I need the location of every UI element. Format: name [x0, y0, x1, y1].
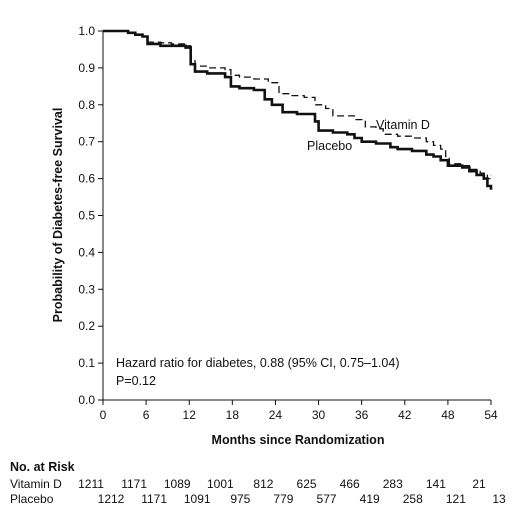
at-risk-title: No. at Risk [10, 460, 75, 474]
y-tick-label: 0.4 [78, 245, 95, 259]
at-risk-value: 975 [230, 492, 250, 506]
at-risk-label-placebo: Placebo [10, 492, 54, 506]
at-risk-value: 1171 [141, 492, 167, 506]
x-axis-title: Months since Randomization [212, 433, 385, 447]
at-risk-value: 1211 [78, 477, 104, 491]
y-tick-label: 0.8 [78, 98, 95, 112]
at-risk-value: 812 [253, 477, 273, 491]
x-tick-label: 12 [183, 408, 197, 422]
y-axis-ticks: 0.0 0.1 0.2 0.3 0.4 0.5 0.6 0.7 0.8 0.9 1.0 [78, 24, 103, 407]
y-tick-label: 0.3 [78, 282, 95, 296]
series-label-placebo: Placebo [307, 139, 352, 153]
p-value-annotation: P=0.12 [116, 374, 156, 388]
y-tick-label: 0.1 [78, 356, 95, 370]
at-risk-value: 13 [492, 492, 506, 506]
y-tick-label: 0.5 [78, 209, 95, 223]
at-risk-value: 625 [297, 477, 317, 491]
x-tick-label: 42 [398, 408, 412, 422]
at-risk-value: 121 [446, 492, 466, 506]
series-curve-vitamin-d [103, 30, 492, 180]
at-risk-value: 1212 [98, 492, 125, 506]
x-tick-label: 24 [269, 408, 283, 422]
y-tick-label: 0.9 [78, 61, 95, 75]
x-tick-label: 0 [100, 408, 107, 422]
at-risk-label-vitamin-d: Vitamin D [10, 477, 62, 491]
x-axis-ticks: 0 6 12 18 24 30 36 42 48 54 [100, 400, 498, 422]
y-tick-label: 0.6 [78, 172, 95, 186]
at-risk-value: 21 [472, 477, 486, 491]
at-risk-value: 141 [426, 477, 446, 491]
at-risk-value: 258 [403, 492, 423, 506]
y-axis-title: Probability of Diabetes-free Survival [51, 108, 65, 323]
at-risk-value: 577 [317, 492, 337, 506]
x-tick-label: 48 [441, 408, 455, 422]
series-curve-placebo [103, 29, 493, 190]
x-tick-label: 36 [355, 408, 369, 422]
at-risk-value: 466 [340, 477, 360, 491]
series-label-vitamin-d: Vitamin D [376, 118, 430, 132]
x-tick-label: 54 [484, 408, 498, 422]
at-risk-value: 419 [360, 492, 380, 506]
y-tick-label: 1.0 [78, 24, 95, 38]
at-risk-value: 1091 [184, 492, 211, 506]
survival-curves [103, 29, 493, 190]
at-risk-value: 779 [273, 492, 293, 506]
y-tick-label: 0.0 [78, 393, 95, 407]
hazard-ratio-annotation: Hazard ratio for diabetes, 0.88 (95% CI,… [116, 356, 400, 370]
at-risk-value: 1171 [121, 477, 147, 491]
x-tick-label: 6 [143, 408, 150, 422]
at-risk-value: 1089 [164, 477, 191, 491]
at-risk-value: 283 [383, 477, 403, 491]
x-tick-label: 30 [312, 408, 326, 422]
x-tick-label: 18 [226, 408, 240, 422]
y-tick-label: 0.7 [78, 135, 95, 149]
at-risk-value: 1001 [207, 477, 234, 491]
y-tick-label: 0.2 [78, 319, 95, 333]
